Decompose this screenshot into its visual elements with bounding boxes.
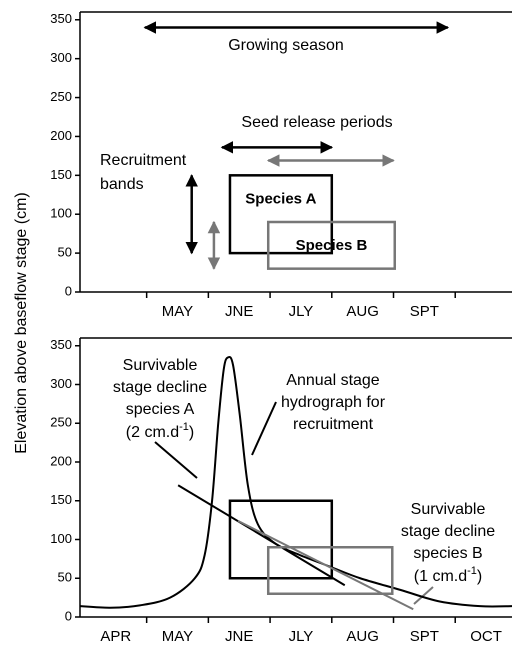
x-tick-label: JNE [225, 628, 253, 645]
annotation-part: ) [189, 424, 194, 441]
annotation: Growing season [228, 37, 344, 54]
box [228, 174, 334, 255]
annotation-part: (1 cm.d [414, 568, 467, 585]
x-tick-label: JNE [225, 303, 253, 320]
annotation: Survivable [123, 357, 198, 374]
y-tick-label: 200 [50, 128, 72, 143]
y-tick-label: 200 [50, 453, 72, 468]
pointer [251, 401, 277, 456]
x-tick-label: AUG [346, 303, 379, 320]
y-tick-label: 150 [50, 167, 72, 182]
annotation: Survivable [411, 501, 486, 518]
y-tick-label: 0 [65, 608, 72, 623]
annotation: (1 cm.d-1) [414, 565, 482, 585]
x-tick-label: OCT [470, 628, 502, 645]
annotation: stage decline [401, 523, 495, 540]
y-tick-label: 350 [50, 337, 72, 352]
annotation-part: -1 [179, 421, 189, 433]
annotation-part: ) [477, 568, 482, 585]
box-label: Species A [245, 190, 316, 207]
annotation: stage decline [113, 379, 207, 396]
annotation-part: -1 [467, 565, 477, 577]
hydrograph-line [79, 355, 512, 609]
x-tick-label: JLY [289, 303, 314, 320]
annotation-part: (2 cm.d [126, 424, 179, 441]
decline-line [177, 484, 346, 587]
y-tick-label: 300 [50, 50, 72, 65]
y-tick-label: 250 [50, 89, 72, 104]
y-tick-label: 100 [50, 206, 72, 221]
box [266, 220, 396, 270]
x-tick-label: JLY [289, 628, 314, 645]
y-tick-label: 150 [50, 492, 72, 507]
annotation: species B [413, 545, 482, 562]
annotation: Annual stage [286, 372, 380, 389]
y-tick-label: 300 [50, 376, 72, 391]
pointer [413, 586, 434, 605]
pointer [154, 441, 198, 479]
annotation: recruitment [293, 416, 374, 433]
box [228, 499, 334, 580]
annotation: Recruitment [100, 152, 187, 169]
y-axis-label: Elevation above baseflow stage (cm) [13, 192, 30, 453]
y-tick-label: 50 [58, 570, 72, 585]
x-tick-label: SPT [410, 303, 439, 320]
annotation: (2 cm.d-1) [126, 421, 194, 441]
annotation: Seed release periods [241, 114, 392, 131]
y-tick-label: 0 [65, 283, 72, 298]
annotation: hydrograph for [281, 394, 386, 411]
y-tick-label: 50 [58, 245, 72, 260]
x-tick-label: AUG [346, 628, 379, 645]
box [266, 546, 394, 595]
y-tick-label: 350 [50, 11, 72, 26]
x-tick-label: APR [100, 628, 131, 645]
box-label: Species B [296, 237, 368, 254]
annotation: species A [126, 401, 195, 418]
annotation: bands [100, 176, 144, 193]
y-tick-label: 100 [50, 531, 72, 546]
decline-line [237, 520, 414, 611]
x-tick-label: MAY [162, 303, 193, 320]
x-tick-label: SPT [410, 628, 439, 645]
x-tick-label: MAY [162, 628, 193, 645]
y-tick-label: 250 [50, 415, 72, 430]
